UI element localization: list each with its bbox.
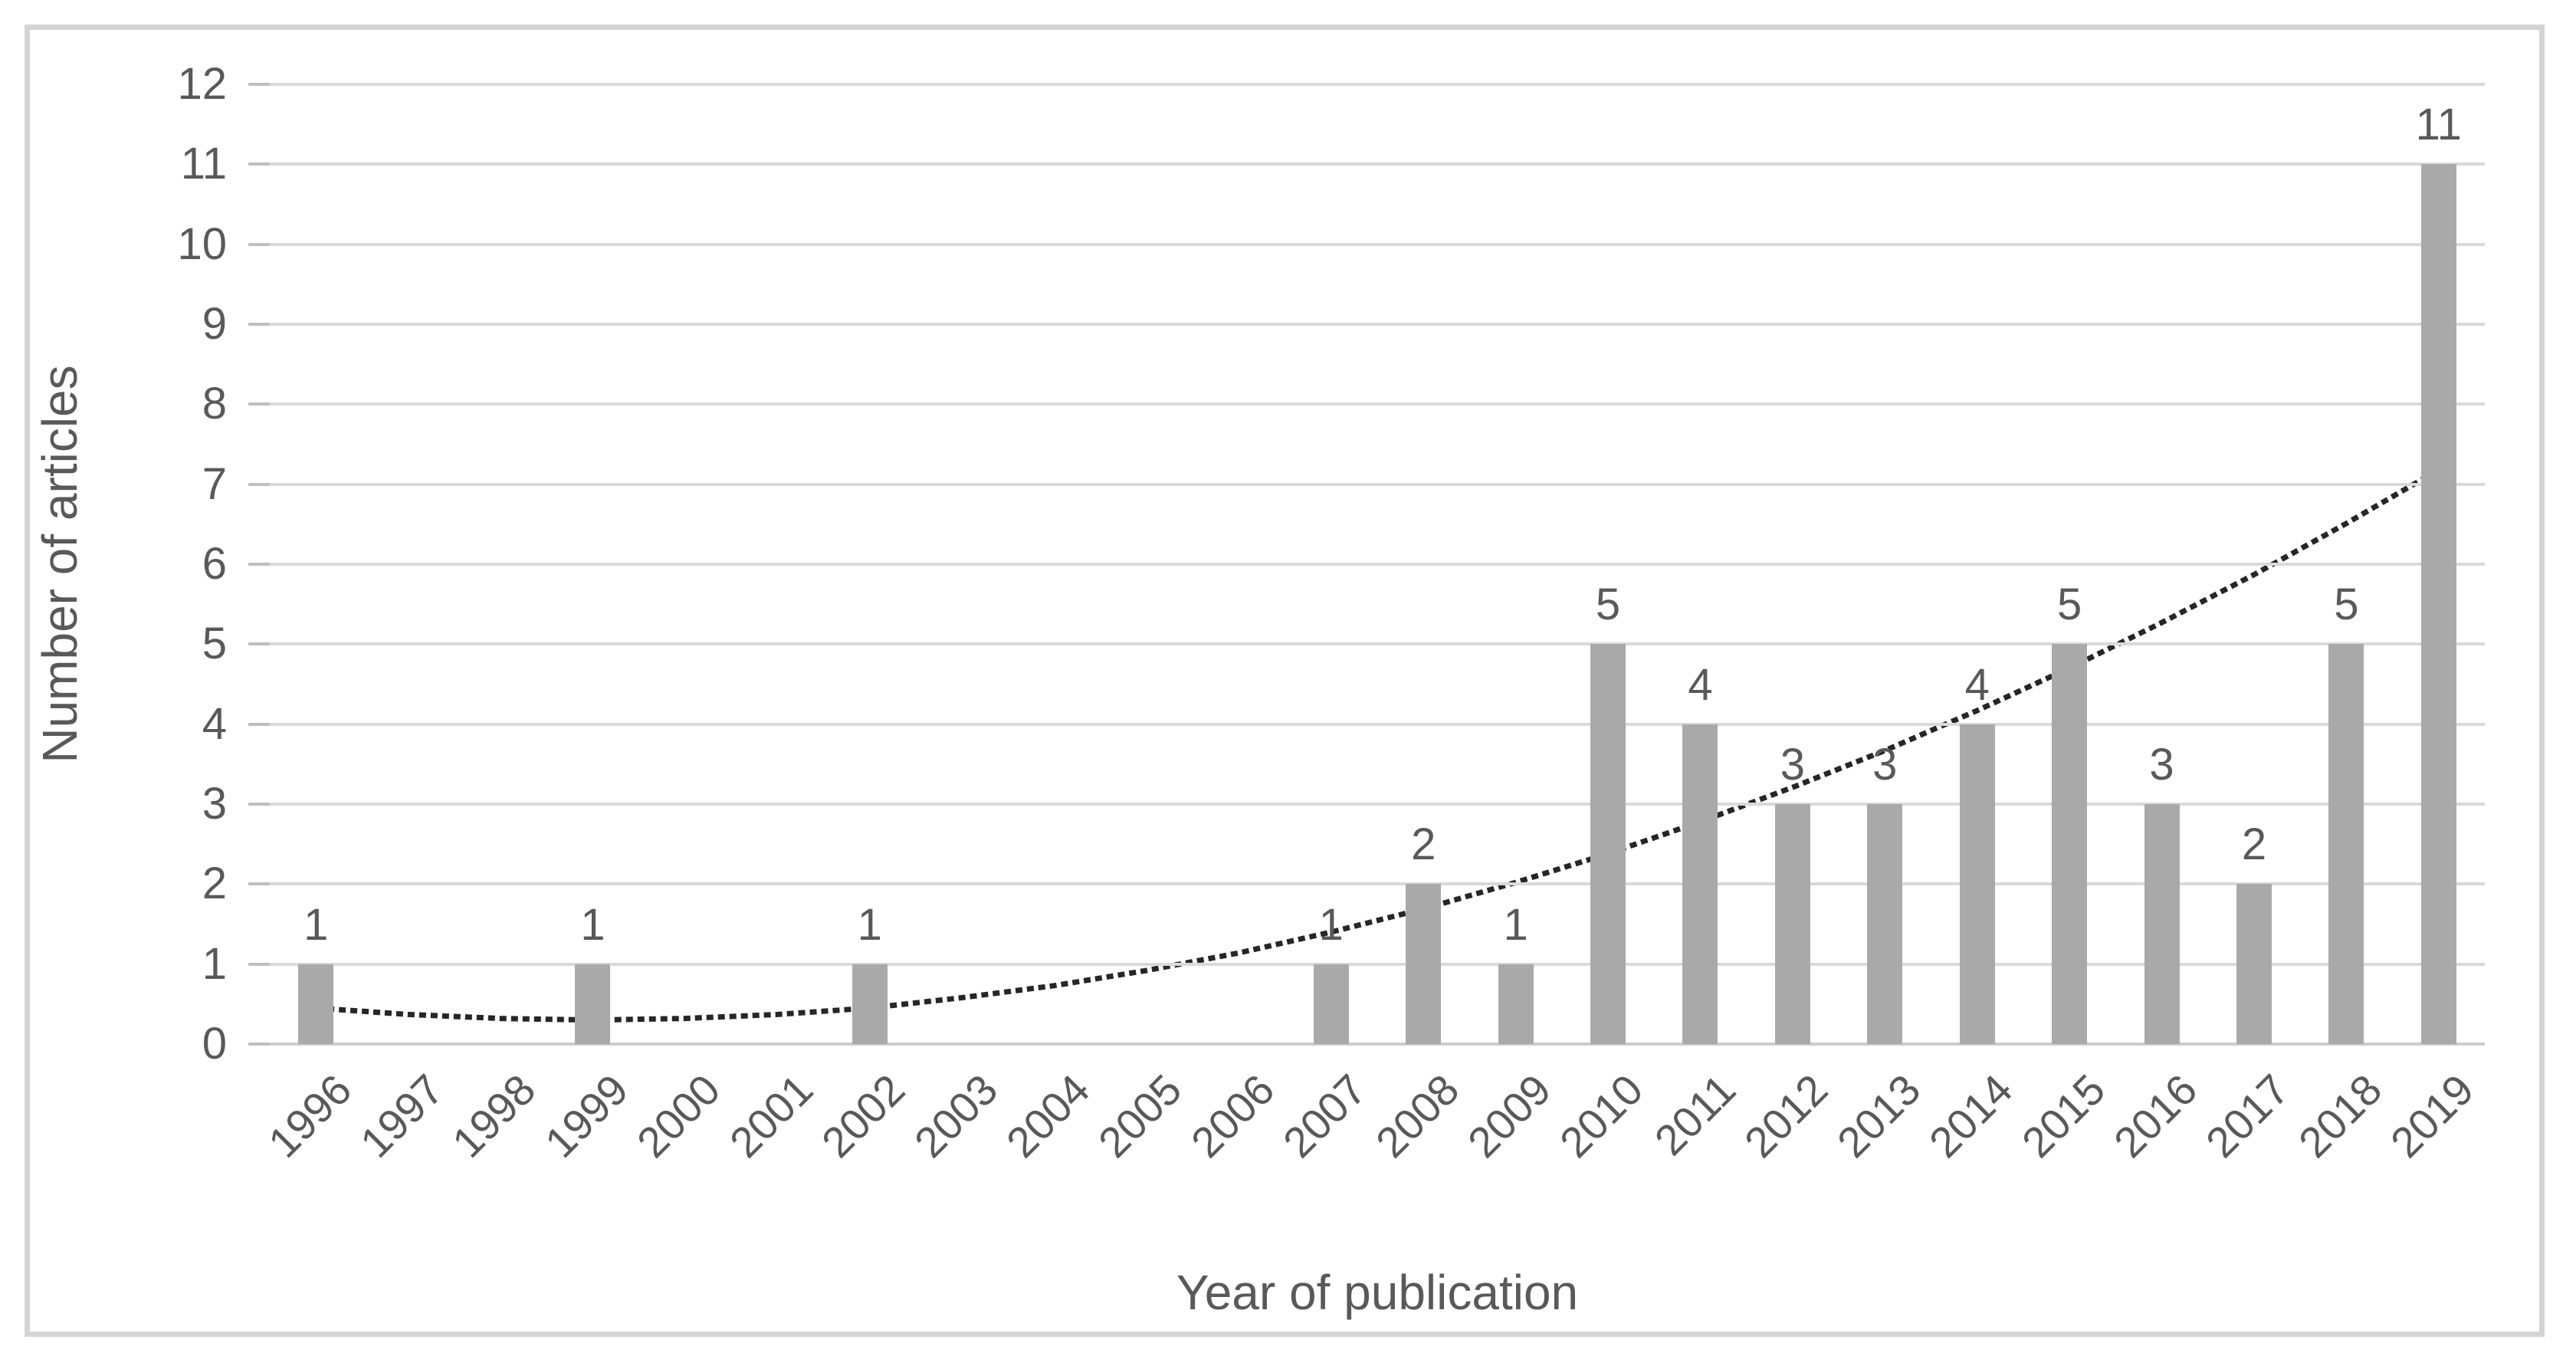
bar: [1682, 724, 1718, 1044]
bar: [852, 964, 888, 1044]
bar-value-label: 5: [2334, 580, 2359, 630]
gridline: [270, 722, 2485, 726]
bar-value-label: 1: [304, 899, 329, 950]
y-axis-tick-mark: [248, 1043, 270, 1046]
gridline: [270, 882, 2485, 886]
bar-value-label: 1: [580, 899, 605, 950]
bar-value-label: 3: [1872, 740, 1898, 790]
bar: [1590, 644, 1626, 1044]
bar: [2236, 884, 2272, 1044]
bar-value-label: 1: [1318, 899, 1344, 950]
y-axis-tick-mark: [248, 163, 270, 166]
y-tick-label: 6: [202, 539, 227, 589]
bar: [2052, 644, 2088, 1044]
gridline: [270, 402, 2485, 406]
bar-value-label: 4: [1688, 659, 1713, 710]
bar-value-label: 3: [1780, 740, 1805, 790]
bar-value-label: 5: [1595, 580, 1621, 630]
gridline: [270, 563, 2485, 566]
y-tick-label: 11: [180, 139, 227, 189]
y-tick-label: 2: [202, 859, 227, 909]
bar-value-label: 5: [2056, 580, 2082, 630]
gridline: [270, 163, 2485, 166]
plot-area: [270, 83, 2485, 1046]
y-axis-tick-mark: [248, 242, 270, 246]
y-axis-tick-mark: [248, 482, 270, 486]
gridline: [270, 242, 2485, 246]
bar-value-label: 2: [1411, 819, 1436, 870]
gridline: [270, 642, 2485, 646]
bar: [1959, 724, 1995, 1044]
bar-value-label: 3: [2149, 740, 2174, 790]
y-axis-tick-mark: [248, 962, 270, 966]
bar: [575, 964, 611, 1044]
y-tick-label: 10: [177, 218, 227, 269]
x-axis-title: Year of publication: [1176, 1265, 1579, 1320]
y-tick-label: 8: [202, 379, 227, 429]
gridline: [270, 323, 2485, 326]
bar-value-label: 11: [2415, 100, 2462, 150]
y-axis-tick-mark: [248, 323, 270, 326]
y-axis-tick-mark: [248, 402, 270, 406]
bar: [2420, 164, 2456, 1044]
gridline: [270, 482, 2485, 486]
y-tick-label: 0: [202, 1019, 227, 1069]
y-tick-label: 4: [202, 698, 227, 749]
bar: [1313, 964, 1349, 1044]
gridline: [270, 1043, 2485, 1046]
gridline: [270, 803, 2485, 806]
y-axis-tick-mark: [248, 83, 270, 86]
bar: [1774, 804, 1810, 1044]
y-tick-label: 7: [202, 458, 227, 509]
bar: [298, 964, 334, 1044]
y-tick-label: 9: [202, 299, 227, 349]
bar: [2328, 644, 2364, 1044]
bar-value-label: 1: [857, 899, 882, 950]
y-tick-label: 3: [202, 779, 227, 829]
bar-value-label: 4: [1964, 659, 1990, 710]
bar: [1406, 884, 1442, 1044]
bar: [1498, 964, 1534, 1044]
y-axis-tick-mark: [248, 722, 270, 726]
y-tick-label: 1: [202, 938, 227, 989]
gridline: [270, 962, 2485, 966]
bar: [1867, 804, 1903, 1044]
y-axis-tick-mark: [248, 642, 270, 646]
bar-value-label: 2: [2241, 819, 2267, 870]
bar-value-label: 1: [1503, 899, 1528, 950]
bar: [2144, 804, 2180, 1044]
y-axis-tick-mark: [248, 563, 270, 566]
y-axis-tick-mark: [248, 882, 270, 886]
y-tick-label: 12: [177, 59, 227, 109]
y-tick-label: 5: [202, 619, 227, 669]
gridline: [270, 83, 2485, 86]
trendline: [315, 467, 2440, 1023]
y-axis-tick-mark: [248, 803, 270, 806]
